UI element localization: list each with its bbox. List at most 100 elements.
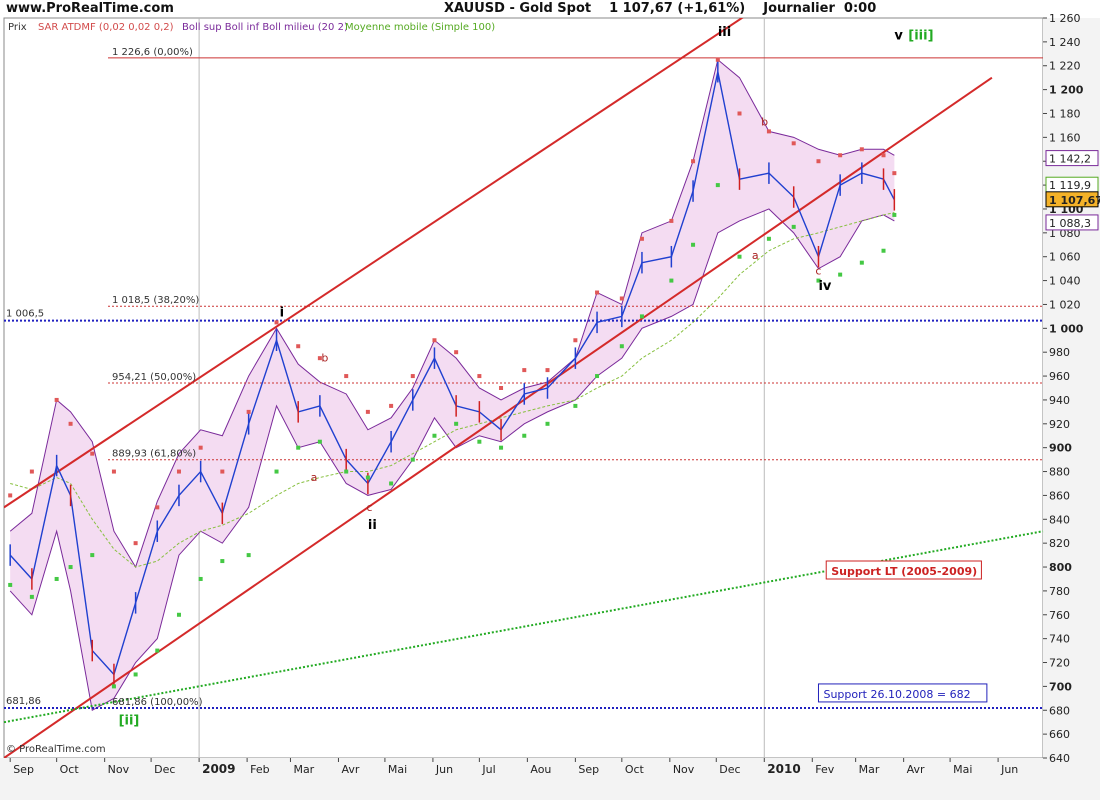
sar-dot-down <box>859 147 864 152</box>
sar-dot-down <box>573 338 578 343</box>
wave-label-7: a <box>311 471 318 484</box>
sar-dot-down <box>410 374 415 379</box>
fib-label-3: 889,93 (61,80%) <box>112 449 196 460</box>
sar-dot-up <box>296 445 301 450</box>
sar-dot-down <box>737 111 742 116</box>
annotation-text-1: Support 26.10.2008 = 682 <box>823 688 970 701</box>
fib-label-4: 681,86 (100,00%) <box>112 697 203 708</box>
y-tick-label-27: 720 <box>1049 657 1070 670</box>
sar-dot-down <box>155 505 160 510</box>
period-label: Journalier 0:00 <box>763 1 877 16</box>
x-tick-label-5: Feb <box>250 763 269 776</box>
sar-dot-down <box>198 445 203 450</box>
y-tick-label-22: 820 <box>1049 537 1070 550</box>
sar-dot-down <box>522 368 527 373</box>
y-tick-label-20: 860 <box>1049 489 1070 502</box>
y-tick-label-18: 900 <box>1049 442 1072 455</box>
sar-dot-up <box>410 457 415 462</box>
sar-dot-down <box>881 153 886 158</box>
sar-dot-down <box>766 129 771 134</box>
x-tick-label-9: Jun <box>435 763 453 776</box>
sar-dot-down <box>619 296 624 301</box>
y-tick-label-5: 1 160 <box>1049 131 1081 144</box>
sar-dot-up <box>454 421 459 426</box>
sar-dot-up <box>892 212 897 217</box>
fib-label-0: 1 226,6 (0,00%) <box>112 47 193 58</box>
price-series <box>9 60 896 686</box>
price-tag-2 <box>1045 191 1099 208</box>
sar-dot-up <box>68 565 73 570</box>
sar-dot-down <box>29 469 34 474</box>
y-tick-label-23: 800 <box>1049 561 1072 574</box>
x-tick-label-13: Oct <box>625 763 645 776</box>
trend-lines <box>3 18 1044 758</box>
sar-dot-up <box>573 403 578 408</box>
x-tick-label-15: Dec <box>719 763 740 776</box>
y-tick-label-31: 640 <box>1049 752 1070 765</box>
x-tick-label-7: Avr <box>341 763 359 776</box>
x-axis-area <box>0 758 1100 800</box>
copyright: © ProRealTime.com <box>6 744 106 755</box>
sar-dot-down <box>816 159 821 164</box>
sar-dot-down <box>111 469 116 474</box>
sar-dot-up <box>198 576 203 581</box>
wave-label-4: iv <box>818 279 831 294</box>
sar-dot-down <box>133 541 138 546</box>
price-tag-label-2: 1 107,67 <box>1049 194 1100 207</box>
sar-dot-up <box>90 553 95 558</box>
sar-dot-down <box>595 290 600 295</box>
wave-label-11: b <box>761 115 768 128</box>
sar-dot-up <box>881 248 886 253</box>
wave-label-6: [iii] <box>908 28 933 43</box>
y-tick-label-12: 1 020 <box>1049 298 1081 311</box>
x-tick-label-21: Jun <box>1000 763 1018 776</box>
wave-label-3: iii <box>718 25 731 40</box>
annotation-text-0: Support LT (2005-2009) <box>831 565 977 578</box>
sar-dot-down <box>176 469 181 474</box>
sar-dot-down <box>545 368 550 373</box>
y-tick-label-11: 1 040 <box>1049 275 1081 288</box>
wave-label-12: c <box>815 265 821 278</box>
price-tag-label-1: 1 119,9 <box>1049 179 1091 192</box>
x-tick-label-2: Nov <box>108 763 130 776</box>
sar-dot-up <box>29 594 34 599</box>
sar-dot-up <box>522 433 527 438</box>
legend-sar: SAR ATDMF (0,02 0,02 0,2) <box>38 22 174 33</box>
sar-dot-down <box>274 320 279 325</box>
wave-label-8: b <box>321 352 328 365</box>
sar-dot-down <box>344 374 349 379</box>
sar-dot-down <box>691 159 696 164</box>
sar-dot-down <box>892 171 897 176</box>
sar-dot-down <box>454 350 459 355</box>
channel-line-0 <box>4 18 744 509</box>
x-tick-label-8: Mai <box>388 763 407 776</box>
y-tick-label-1: 1 240 <box>1049 36 1081 49</box>
x-tick-label-12: Sep <box>578 763 599 776</box>
price-tag-0 <box>1045 150 1099 167</box>
x-tick-label-14: Nov <box>673 763 695 776</box>
sar-dot-up <box>499 445 504 450</box>
x-tick-label-3: Dec <box>154 763 175 776</box>
x-tick-label-16: 2010 <box>767 762 800 776</box>
legend-price: Prix <box>8 22 27 33</box>
y-tick-label-19: 880 <box>1049 466 1070 479</box>
sar-dot-down <box>90 451 95 456</box>
x-tick-label-0: Sep <box>13 763 34 776</box>
sar-dot-down <box>68 421 73 426</box>
x-tick-label-1: Oct <box>60 763 80 776</box>
x-tick-label-4: 2009 <box>202 762 235 776</box>
y-tick-label-0: 1 260 <box>1049 12 1081 25</box>
sar-dot-up <box>838 272 843 277</box>
sar-dot-down <box>8 493 13 498</box>
y-tick-label-14: 980 <box>1049 346 1070 359</box>
price-tag-label-3: 1 088,3 <box>1049 217 1091 230</box>
price-tag-label-0: 1 142,2 <box>1049 153 1091 166</box>
price-tag-3 <box>1045 214 1099 231</box>
sar-dot-down <box>639 236 644 241</box>
sar-dot-down <box>499 386 504 390</box>
y-tick-label-26: 740 <box>1049 633 1070 646</box>
sar-dot-down <box>220 469 225 474</box>
sar-dot-up <box>176 612 181 617</box>
